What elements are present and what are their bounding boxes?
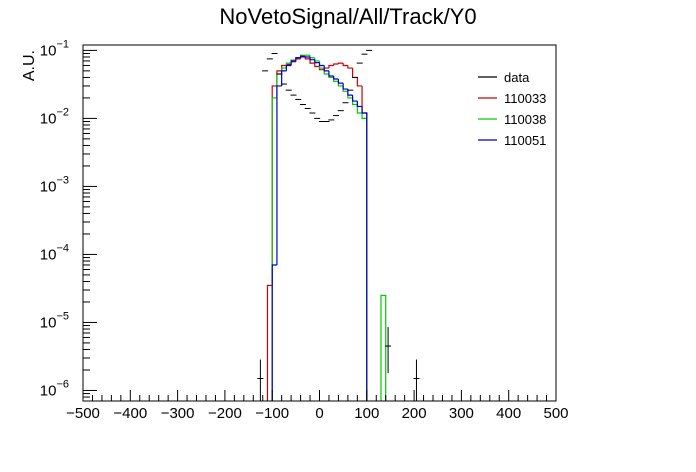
bin-110033 [356,77,363,87]
legend-label: 110033 [504,91,546,106]
bin-110051 [328,70,334,77]
series-110051 [271,55,368,401]
bin-110051 [342,83,348,90]
legend-label: 110051 [504,133,546,148]
bin-110038 [356,104,363,114]
bin-110033 [314,63,320,68]
plot-area [257,49,420,401]
bin-110051 [347,89,353,96]
y-axis-label: A.U. [21,50,38,81]
bin-110033 [352,68,358,79]
bin-110038 [380,294,387,401]
bin-110051 [352,95,358,102]
bin-110051 [271,264,277,401]
bin-110051 [285,64,292,71]
bin-110033 [290,61,296,65]
bin-110033 [295,58,301,62]
bin-110051 [323,65,329,72]
legend: data 110033 110038 110051 [478,70,546,148]
bin-110051 [337,78,344,84]
bin-110038 [314,57,320,62]
data-point [385,327,392,374]
bin-110033 [299,56,306,59]
x-tick-label: 400 [496,405,521,422]
y-tick-label: 10−2 [40,106,69,127]
bin-110051 [314,59,320,64]
legend-label: data [504,70,530,85]
bin-110033 [304,56,311,60]
x-tick-label: 500 [543,405,568,422]
chart-title: NoVetoSignal/All/Track/Y0 [219,4,476,29]
legend-item-110051: 110051 [478,133,546,148]
bin-110033 [271,85,277,286]
legend-label: 110038 [504,112,546,127]
bin-110051 [290,60,296,66]
x-tick-label: −400 [113,405,147,422]
bin-110033 [309,58,315,64]
bin-110051 [299,55,306,58]
series-110038 [271,54,387,401]
x-tick-label: −300 [161,405,195,422]
bin-110033 [342,63,348,67]
bin-110033 [347,65,353,69]
bin-110038 [309,55,315,59]
bin-110038 [271,97,277,401]
bin-110033 [276,70,282,86]
x-tick-label: 200 [402,405,427,422]
bin-110051 [309,56,315,61]
bin-110051 [356,101,363,108]
data-point [413,359,420,401]
bin-110033 [323,67,329,70]
bin-110051 [281,70,287,86]
x-tick-label: 300 [449,405,474,422]
y-tick-label: 10−6 [40,378,69,399]
series-data [257,49,420,401]
bin-110033 [333,63,339,66]
bin-110051 [276,85,282,265]
axes: −500 −400 −300 −200 −100 0 100 200 300 400 500 10−6… [40,38,569,422]
y-tick-label: 10−4 [40,242,69,263]
x-tick-label: −500 [66,405,100,422]
x-tick-label: 100 [354,405,379,422]
legend-item-110033: 110033 [478,91,546,106]
bin-110051 [361,106,368,401]
legend-item-110038: 110038 [478,112,546,127]
bin-110033 [337,62,344,65]
data-point [257,359,264,401]
legend-item-data: data [478,70,530,85]
series-110033 [266,56,368,401]
bin-110051 [318,62,325,67]
x-tick-label: 0 [315,405,323,422]
bin-110051 [333,76,339,80]
bin-110033 [361,85,368,401]
y-tick-label: 10−5 [40,310,69,331]
bin-110038 [318,60,325,69]
bin-110033 [266,284,273,401]
x-tick-label: −100 [255,405,289,422]
y-tick-label: 10−1 [40,38,69,59]
y-tick-label: 10−3 [40,174,69,195]
x-tick-label: −200 [208,405,242,422]
bin-110051 [304,56,311,58]
bin-110051 [295,57,301,61]
bin-110033 [328,64,334,69]
bin-110038 [361,113,368,401]
